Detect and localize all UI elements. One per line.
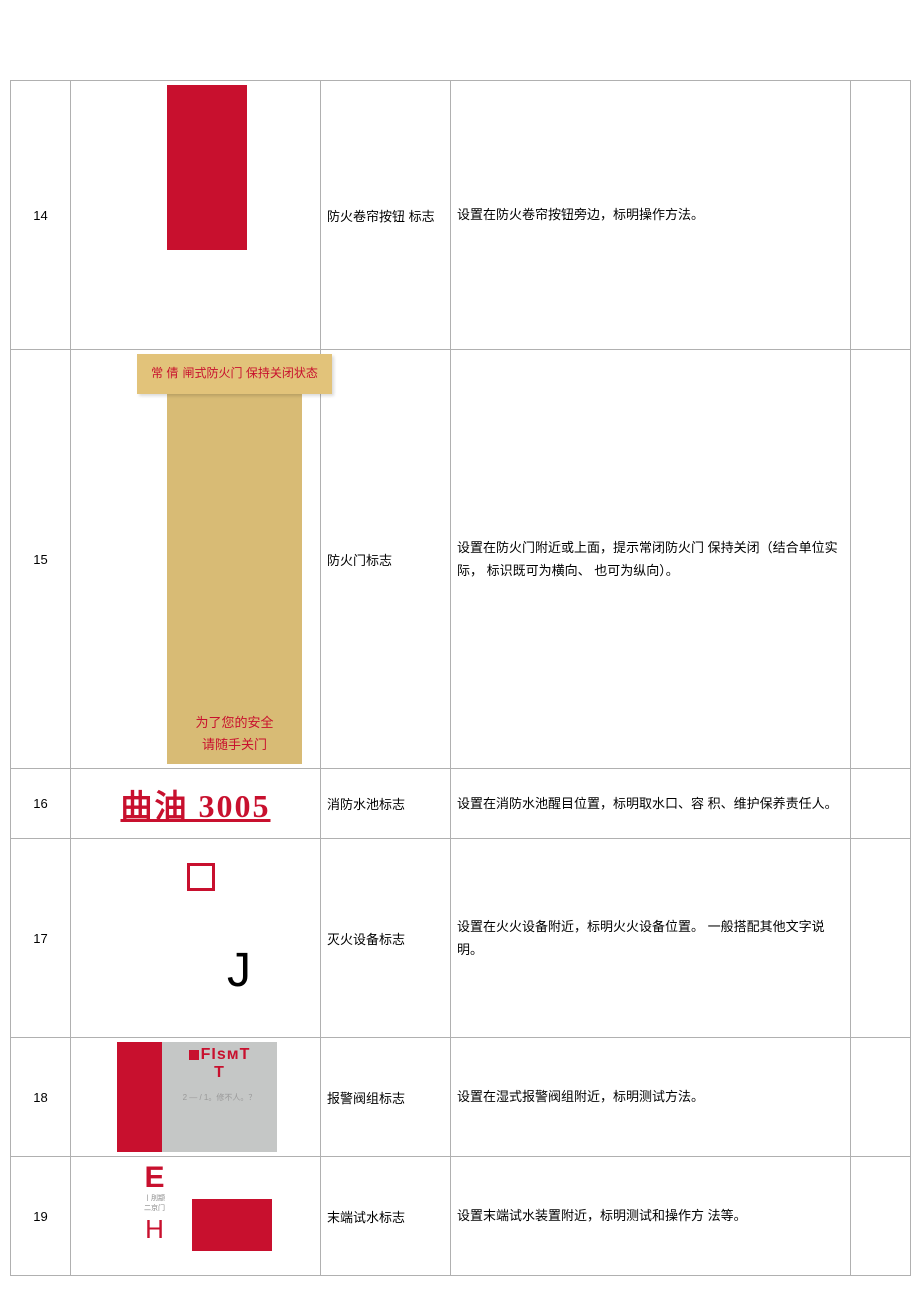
bottom-line-1: 为了您的安全 — [167, 712, 302, 734]
empty-cell — [851, 839, 911, 1038]
table-row: 17 J 灭火设备标志 设置在火火设备附近，标明火火设备位置。 一般搭配其他文字… — [11, 839, 911, 1038]
red-left-block — [117, 1042, 162, 1152]
sign-name: 防火门标志 — [321, 350, 451, 769]
letter-E: E — [117, 1163, 192, 1193]
sign-cell: 常 倩 闸式防火门 保持关闭状态 为了您的安全 请随手关门 — [71, 350, 321, 769]
sign-name: 末端试水标志 — [321, 1157, 451, 1276]
banner-left-text: 常 倩 — [151, 366, 178, 382]
empty-cell — [851, 350, 911, 769]
door-bottom-text: 为了您的安全 请随手关门 — [167, 712, 302, 756]
row-number: 14 — [11, 81, 71, 350]
sign-description: 设置末端试水装置附近，标明测试和操作方 法等。 — [451, 1157, 851, 1276]
empty-cell — [851, 769, 911, 839]
row-number: 18 — [11, 1038, 71, 1157]
alarm-title-2: T — [166, 1064, 273, 1082]
row-number: 16 — [11, 769, 71, 839]
sign-cell: 曲油 3005 — [71, 769, 321, 839]
red-sign-block — [167, 85, 247, 250]
tiny-label-2: 二京门 — [117, 1205, 192, 1213]
empty-cell — [851, 1157, 911, 1276]
empty-cell — [851, 81, 911, 350]
fire-signs-table: 14 防火卷帘按钮 标志 设置在防火卷帘按钮旁边，标明操作方法。 15 常 倩 … — [10, 80, 911, 1276]
pool-sign-text: 曲油 3005 — [120, 788, 270, 824]
sign-cell: E 丨刖颛 二京门 H — [71, 1157, 321, 1276]
alarm-title: FIsᴍT — [166, 1046, 273, 1064]
sign-cell: J — [71, 839, 321, 1038]
row-number: 17 — [11, 839, 71, 1038]
sign-cell — [71, 81, 321, 350]
row-number: 15 — [11, 350, 71, 769]
yellow-banner: 常 倩 闸式防火门 保持关闭状态 — [137, 354, 332, 394]
table-row: 16 曲油 3005 消防水池标志 设置在消防水池醒目位置，标明取水口、容 积、… — [11, 769, 911, 839]
letter-H: H — [117, 1216, 192, 1242]
table-row: 18 FIsᴍT T 2 — / 1。修不人。？ 报警阀组标志 设置在湿式报警阀… — [11, 1038, 911, 1157]
table-row: 14 防火卷帘按钮 标志 设置在防火卷帘按钮旁边，标明操作方法。 — [11, 81, 911, 350]
red-right-block — [192, 1199, 272, 1251]
alarm-gray-box: FIsᴍT T 2 — / 1。修不人。？ — [162, 1042, 277, 1152]
sign-description: 设置在防火门附近或上面，提示常闭防火门 保持关闭（结合单位实际， 标识既可为横向… — [451, 350, 851, 769]
sign-name: 报警阀组标志 — [321, 1038, 451, 1157]
alarm-tiny-text: 2 — / 1。修不人。？ — [166, 1093, 273, 1103]
sign-name: 消防水池标志 — [321, 769, 451, 839]
sign-name: 灭火设备标志 — [321, 839, 451, 1038]
empty-cell — [851, 1038, 911, 1157]
bottom-line-2: 请随手关门 — [167, 734, 302, 756]
row-number: 19 — [11, 1157, 71, 1276]
table-row: 15 常 倩 闸式防火门 保持关闭状态 为了您的安全 请随手关门 防火门标志 设… — [11, 350, 911, 769]
tiny-label-1: 丨刖颛 — [117, 1195, 192, 1203]
table-row: 19 E 丨刖颛 二京门 H 末端试水标志 设置末端试水装置附近，标明测试和操作… — [11, 1157, 911, 1276]
banner-right-text: 闸式防火门 保持关闭状态 — [183, 366, 318, 382]
end-white-box: E 丨刖颛 二京门 H — [117, 1161, 192, 1271]
sign-description: 设置在防火卷帘按钮旁边，标明操作方法。 — [451, 81, 851, 350]
sign-description: 设置在消防水池醒目位置，标明取水口、容 积、维护保养责任人。 — [451, 769, 851, 839]
sign-name: 防火卷帘按钮 标志 — [321, 81, 451, 350]
small-red-square-icon — [189, 1050, 199, 1060]
sign-description: 设置在湿式报警阀组附近，标明测试方法。 — [451, 1038, 851, 1157]
tan-door-panel — [167, 354, 302, 764]
red-square-icon — [187, 863, 215, 891]
sign-cell: FIsᴍT T 2 — / 1。修不人。？ — [71, 1038, 321, 1157]
letter-J: J — [227, 943, 251, 998]
sign-description: 设置在火火设备附近，标明火火设备位置。 一般搭配其他文字说明。 — [451, 839, 851, 1038]
